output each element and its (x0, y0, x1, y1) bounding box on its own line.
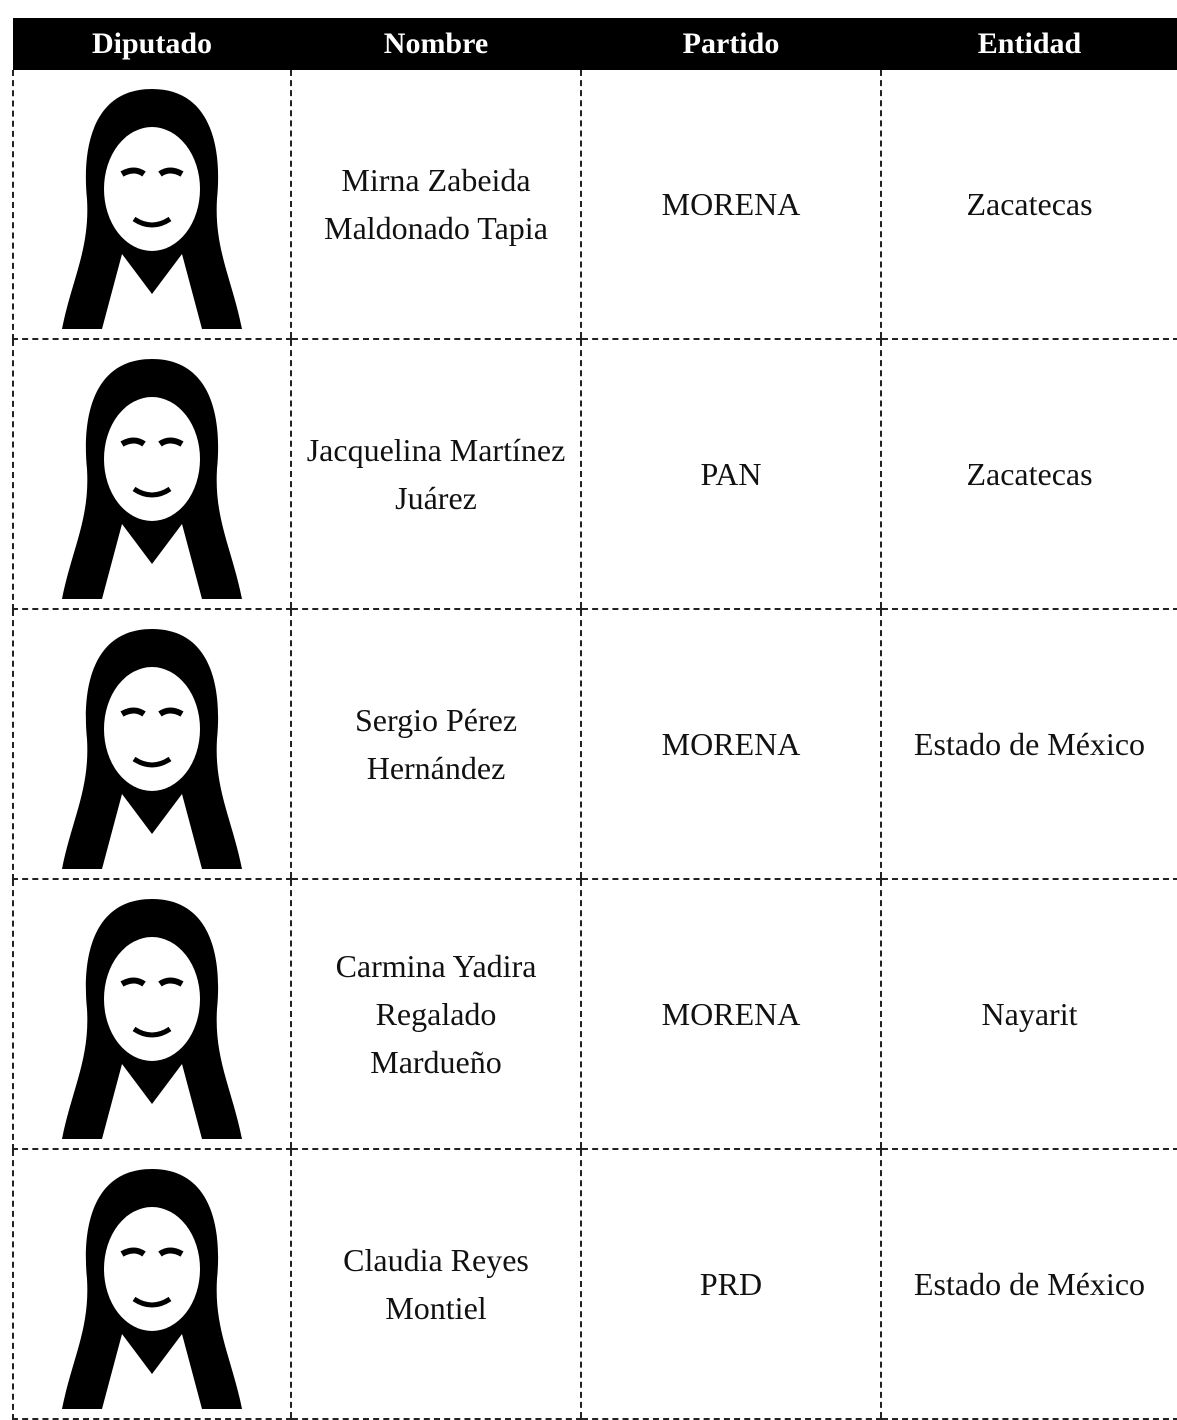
photo-cell (12, 879, 291, 1150)
name-cell: Mirna Zabeida Maldonado Tapia (290, 70, 581, 340)
photo-cell (12, 609, 291, 880)
party-cell: MORENA (580, 70, 881, 340)
state-cell: Estado de México (880, 609, 1177, 880)
party-cell: PAN (580, 339, 881, 610)
name-cell: Jacquelina Martínez Juárez (290, 339, 581, 610)
column-header: Nombre (291, 18, 581, 70)
name-cell: Carmina Yadira Regalado Mardueño (290, 879, 581, 1150)
party-cell: PRD (580, 1149, 881, 1420)
state-cell: Nayarit (880, 879, 1177, 1150)
name-cell: Sergio Pérez Hernández (290, 609, 581, 880)
party-cell: MORENA (580, 609, 881, 880)
column-header: Entidad (881, 18, 1177, 70)
portrait-photo (62, 1169, 242, 1409)
state-cell: Estado de México (880, 1149, 1177, 1420)
header-row: Diputado Nombre Partido Entidad (13, 18, 1177, 70)
deputy-row: Sergio Pérez Hernández MORENA Estado de Mé… (12, 609, 1177, 880)
portrait-photo (62, 359, 242, 599)
deputy-row: Mirna Zabeida Maldonado Tapia MORENA Zacat… (12, 70, 1177, 340)
deputy-row: Carmina Yadira Regalado Mardueño MORENA Na… (12, 879, 1177, 1150)
table-body: Mirna Zabeida Maldonado Tapia MORENA Zacat… (12, 70, 1177, 1420)
deputy-row: Claudia Reyes Montiel PRD Estado de México (12, 1149, 1177, 1420)
portrait-photo (62, 629, 242, 869)
photo-cell (12, 339, 291, 610)
party-cell: MORENA (580, 879, 881, 1150)
photo-cell (12, 1149, 291, 1420)
deputies-table: Diputado Nombre Partido Entidad Mirna Zabei… (12, 18, 1177, 1420)
photo-cell (12, 70, 291, 340)
state-cell: Zacatecas (880, 339, 1177, 610)
portrait-photo (62, 899, 242, 1139)
state-cell: Zacatecas (880, 70, 1177, 340)
column-header: Diputado (13, 18, 291, 70)
portrait-photo (62, 89, 242, 329)
name-cell: Claudia Reyes Montiel (290, 1149, 581, 1420)
deputy-row: Jacquelina Martínez Juárez PAN Zacatecas (12, 339, 1177, 610)
column-header: Partido (581, 18, 881, 70)
